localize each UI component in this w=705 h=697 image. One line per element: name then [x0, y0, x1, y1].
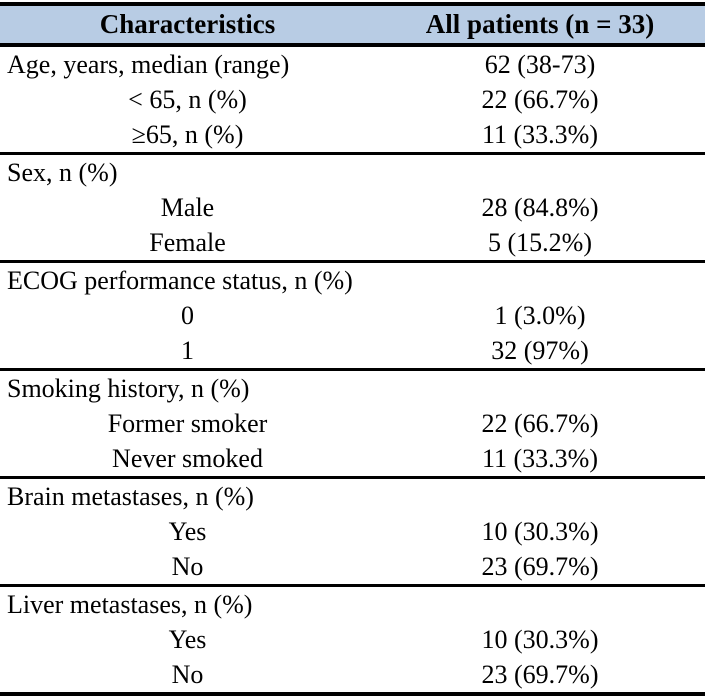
row-value-liver-yes: 10 (30.3%)	[481, 625, 599, 654]
table-row-ecog-1: 1 32 (97%)	[0, 333, 705, 371]
table-row-liver-no: No 23 (69.7%)	[0, 657, 705, 694]
row-value-brain-no: 23 (69.7%)	[375, 549, 705, 587]
row-value-ecog-1: 32 (97%)	[375, 333, 705, 371]
table-row-liver-mets: Liver metastases, n (%)	[0, 586, 705, 623]
table-row-sex: Sex, n (%)	[0, 154, 705, 191]
table-row-never-smoked: Never smoked 11 (33.3%)	[0, 441, 705, 479]
header-row: Characteristics All patients (n = 33)	[0, 4, 705, 47]
table-row-ecog: ECOG performance status, n (%)	[0, 262, 705, 299]
row-value-never-smoked: 11 (33.3%)	[375, 441, 705, 479]
table-row-former-smoker: Former smoker 22 (66.7%)	[0, 406, 705, 441]
section-header-sex: Sex, n (%)	[7, 158, 118, 187]
table-row-ecog-0: 0 1 (3.0%)	[0, 298, 705, 333]
row-value-liver-mets	[375, 586, 705, 623]
row-label-ecog-1: 1	[0, 333, 375, 371]
column-header-all-patients: All patients (n = 33)	[375, 4, 705, 47]
row-label-age-median: Age, years, median (range)	[7, 50, 290, 79]
row-label-over65: ≥65, n (%)	[0, 117, 375, 155]
section-header-ecog: ECOG performance status, n (%)	[7, 266, 353, 295]
row-label-brain-no: No	[0, 549, 375, 587]
table-row-age-over65: ≥65, n (%) 11 (33.3%)	[0, 117, 705, 155]
section-header-smoking: Smoking history, n (%)	[7, 374, 250, 403]
row-value-former-smoker: 22 (66.7%)	[481, 409, 599, 438]
row-label-never-smoked: Never smoked	[0, 441, 375, 479]
row-label-former-smoker: Former smoker	[107, 409, 268, 438]
table-body: Age, years, median (range) 62 (38-73) < …	[0, 45, 705, 694]
table-header: Characteristics All patients (n = 33)	[0, 4, 705, 47]
row-label-ecog-0: 0	[181, 301, 194, 330]
section-header-brain-mets: Brain metastases, n (%)	[7, 482, 254, 511]
row-value-female: 5 (15.2%)	[375, 225, 705, 263]
table-row-male: Male 28 (84.8%)	[0, 190, 705, 225]
table-row-age-under65: < 65, n (%) 22 (66.7%)	[0, 82, 705, 117]
column-header-characteristics: Characteristics	[0, 4, 375, 47]
row-label-female: Female	[0, 225, 375, 263]
row-value-smoking	[375, 370, 705, 407]
row-value-brain-mets	[375, 478, 705, 515]
row-label-under65: < 65, n (%)	[128, 85, 247, 114]
row-value-sex	[375, 154, 705, 191]
table-row-brain-yes: Yes 10 (30.3%)	[0, 514, 705, 549]
row-label-liver-yes: Yes	[168, 625, 207, 654]
row-value-male: 28 (84.8%)	[481, 193, 599, 222]
row-value-over65: 11 (33.3%)	[375, 117, 705, 155]
table-row-age: Age, years, median (range) 62 (38-73)	[0, 45, 705, 82]
row-label-liver-no: No	[171, 660, 204, 689]
table-row-liver-yes: Yes 10 (30.3%)	[0, 622, 705, 657]
table-row-brain-mets: Brain metastases, n (%)	[0, 478, 705, 515]
table-row-brain-no: No 23 (69.7%)	[0, 549, 705, 587]
row-value-age-median: 62 (38-73)	[484, 50, 596, 79]
row-value-liver-no: 23 (69.7%)	[481, 660, 599, 689]
table-row-smoking: Smoking history, n (%)	[0, 370, 705, 407]
table-row-female: Female 5 (15.2%)	[0, 225, 705, 263]
row-value-ecog	[375, 262, 705, 299]
section-header-liver-mets: Liver metastases, n (%)	[7, 590, 253, 619]
row-label-brain-yes: Yes	[168, 517, 207, 546]
row-label-male: Male	[160, 193, 215, 222]
row-value-ecog-0: 1 (3.0%)	[494, 301, 586, 330]
row-value-under65: 22 (66.7%)	[481, 85, 599, 114]
row-value-brain-yes: 10 (30.3%)	[481, 517, 599, 546]
